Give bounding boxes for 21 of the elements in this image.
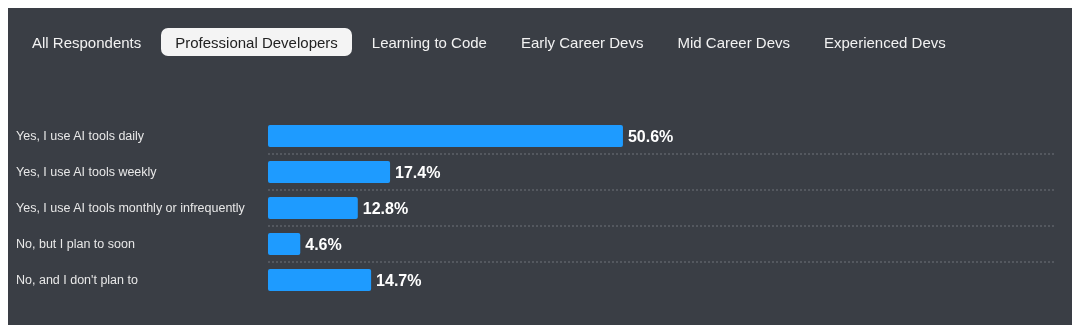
text: Mid Career Devs: [676, 33, 791, 53]
y-tick-label: Yes, I use AI tools monthly or infrequently: [16, 201, 246, 215]
y-tick-label: Yes, I use AI tools daily: [16, 129, 145, 143]
text: All Respondents: [31, 33, 143, 53]
text: Early Career Devs: [519, 33, 645, 53]
y-tick-label: Yes, I use AI tools weekly: [16, 165, 158, 179]
bar: [268, 161, 391, 183]
bar: [268, 197, 358, 219]
text: Professional Developers: [161, 28, 352, 56]
y-tick-label: No, and I don't plan to: [16, 273, 138, 287]
data-label: 17.4%: [395, 163, 441, 181]
text: Learning to Code: [370, 33, 488, 53]
data-label: 12.8%: [362, 199, 409, 217]
text: Experienced Devs: [823, 33, 947, 53]
data-label: 14.7%: [376, 271, 422, 289]
bar: [268, 233, 301, 255]
y-tick-label: No, but I plan to soon: [16, 237, 135, 251]
bar: [268, 269, 372, 291]
data-label: 4.6%: [305, 235, 342, 253]
bar: [268, 125, 623, 147]
data-label: 50.6%: [627, 127, 674, 145]
